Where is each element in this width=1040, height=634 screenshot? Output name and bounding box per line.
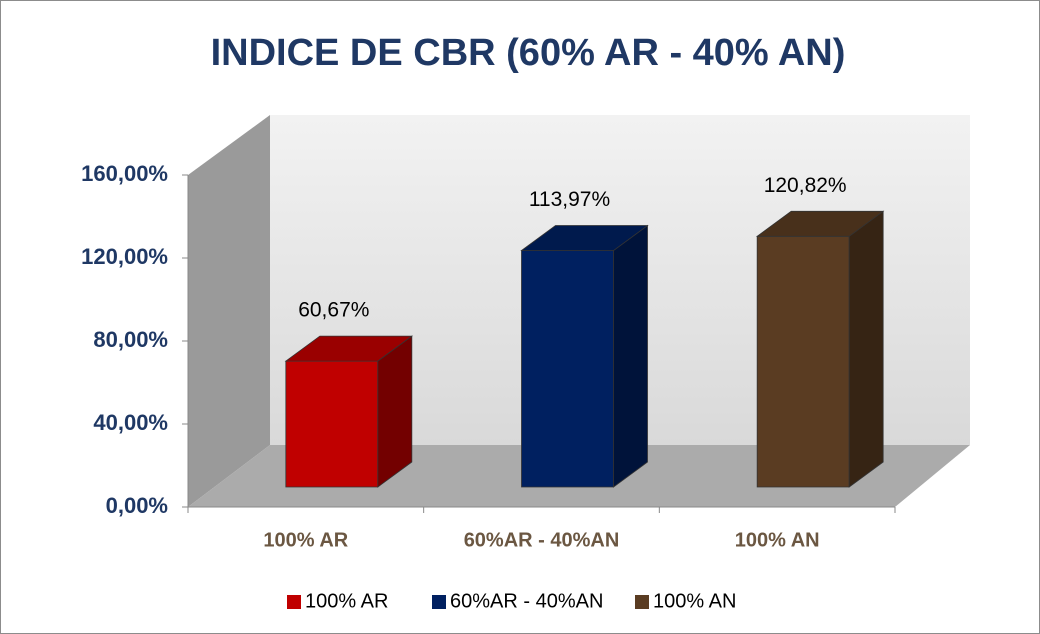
bar-top — [520, 225, 649, 251]
value-label: 120,82% — [764, 174, 847, 197]
value-label: 60,67% — [298, 299, 369, 322]
bar-side — [613, 224, 648, 488]
y-tick-label: 40,00% — [93, 410, 168, 435]
legend-label: 60%AR - 40%AN — [450, 590, 603, 612]
y-tick-label: 0,00% — [106, 493, 168, 518]
x-tick-label: 60%AR - 40%AN — [464, 529, 620, 551]
legend-label: 100% AN — [653, 590, 736, 612]
bar-front — [285, 360, 379, 488]
legend-label: 100% AR — [305, 590, 388, 612]
legend-swatch — [287, 595, 301, 609]
bar — [520, 224, 649, 488]
bar — [284, 335, 414, 488]
x-tick-label: 100% AR — [263, 529, 348, 551]
legend-swatch — [432, 595, 446, 609]
bar-side — [848, 210, 884, 488]
bar-front — [756, 235, 850, 488]
bar — [755, 210, 885, 488]
legend-swatch — [635, 595, 649, 609]
bar-front — [521, 250, 614, 488]
bar-top — [284, 335, 414, 362]
bar-top — [755, 210, 885, 237]
y-tick-label: 160,00% — [81, 161, 168, 186]
chart-title: INDICE DE CBR (60% AR - 40% AN) — [211, 32, 846, 74]
side-wall — [188, 115, 270, 507]
x-tick-label: 100% AN — [735, 529, 820, 551]
y-tick-label: 80,00% — [93, 327, 168, 352]
y-tick-label: 120,00% — [81, 244, 168, 269]
value-label: 113,97% — [529, 188, 610, 211]
bar-side — [377, 335, 413, 488]
